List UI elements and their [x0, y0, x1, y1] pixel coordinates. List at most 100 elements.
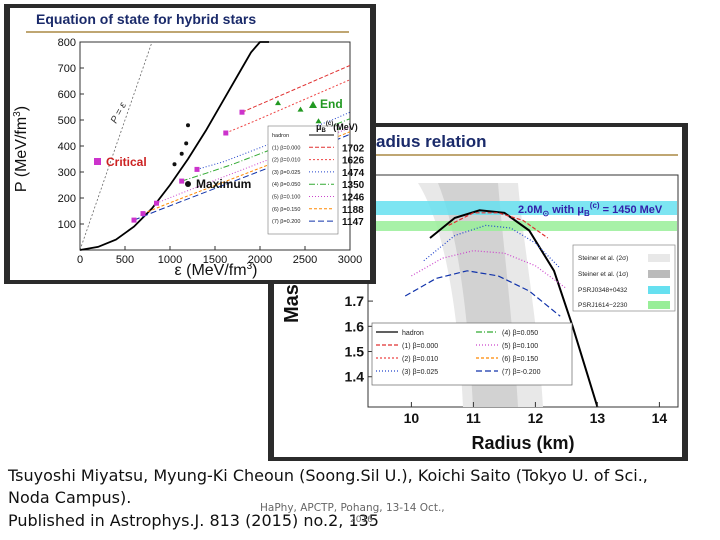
- end-marker-legend: [309, 101, 317, 108]
- mr-legend-label: (7) β=-0.200: [502, 369, 541, 376]
- eos-svg: Equation of state for hybrid stars 0 500 1…: [10, 8, 370, 280]
- maximum-point: [186, 123, 190, 128]
- obs-legend-item-4: PSRJ1614−2230: [578, 302, 628, 309]
- p-equals-eps-line: [79, 41, 153, 251]
- mr-series-2: [423, 224, 561, 269]
- eos-xtick-label: 0: [77, 254, 83, 266]
- maximum-label: Maximum: [196, 177, 251, 191]
- obs-legend-item-1: Steiner et al. (2σ): [578, 255, 628, 262]
- eos-legend-mu-value: 1626: [342, 156, 365, 167]
- critical-point: [154, 200, 159, 206]
- mr-legend-label: hadron: [402, 330, 424, 337]
- eos-legend-label: (5) β=0.100: [272, 195, 300, 201]
- eos-legend-label: (4) β=0.050: [272, 182, 300, 188]
- eos-legend-mu-value: 1246: [342, 193, 365, 204]
- eos-xtick-label: 2500: [293, 254, 317, 266]
- end-label: End: [320, 97, 343, 111]
- critical-point: [239, 109, 245, 115]
- mr-xtick-label: 13: [590, 410, 606, 426]
- eos-legend-label: (6) β=0.150: [272, 207, 300, 213]
- eos-title: Equation of state for hybrid stars: [36, 11, 256, 27]
- maximum-point: [172, 162, 177, 167]
- caption-line-2: Noda Campus).: [8, 488, 132, 507]
- mr-obs-legend: Steiner et al. (2σ) Steiner et al. (1σ) …: [572, 244, 676, 312]
- eos-xtick-label: 1000: [158, 254, 182, 266]
- eos-ytick-label: 200: [58, 193, 76, 205]
- eos-ytick-label: 300: [58, 167, 76, 179]
- psrj0348-band: [369, 201, 677, 215]
- eos-xtick-label: 2000: [248, 254, 272, 266]
- maximum-marker-legend: [185, 181, 191, 187]
- mu-header: μB(c)(MeV): [316, 121, 358, 134]
- mr-ylabel: Mass: [281, 273, 303, 323]
- mr-ticks-group: 10 11 12 13 14 1.4 1.5 1.6 1.7: [345, 293, 668, 426]
- mr-series-4: [404, 270, 561, 317]
- critical-point: [223, 130, 229, 136]
- conference-info: HaPhy, APCTP, Pohang, 13-14 Oct.,: [260, 502, 445, 514]
- mr-ytick-label: 1.6: [345, 318, 365, 334]
- critical-marker-legend: [94, 158, 101, 165]
- eos-series-7: [133, 133, 351, 221]
- eos-series-0: [79, 41, 269, 251]
- eos-xlabel: ε (MeV/fm3): [175, 261, 258, 279]
- end-point: [275, 100, 281, 106]
- eos-ytick-label: 700: [58, 63, 76, 75]
- eos-ytick-label: 600: [58, 89, 76, 101]
- obs-legend-swatch-2: [648, 270, 670, 278]
- mr-legend-label: (4) β=0.050: [502, 330, 538, 337]
- end-point: [315, 118, 322, 124]
- mr-xtick-label: 14: [652, 410, 668, 426]
- critical-point: [131, 217, 137, 223]
- maximum-point: [179, 151, 184, 156]
- mr-legend-label: (3) β=0.025: [402, 369, 438, 376]
- obs-legend-swatch-3: [648, 286, 670, 294]
- caption-line-3: Published in Astrophys.J. 813 (2015) no.…: [8, 511, 379, 530]
- obs-legend-item-3: PSRJ0348+0432: [578, 287, 628, 294]
- mr-series-1: [448, 212, 549, 239]
- eos-legend: hadron (1) β=0.000 (2) β=0.010 (3) β=0.025 (…: [267, 125, 339, 235]
- eos-legend-mu-value: 1147: [342, 217, 364, 228]
- eos-ytick-label: 100: [58, 219, 76, 231]
- obs-legend-swatch-4: [648, 301, 670, 309]
- mr-curves-group: [404, 209, 599, 408]
- caption-line-1: Tsuyoshi Miyatsu, Myung-Ki Cheoun (Soong…: [8, 466, 648, 485]
- eos-legend-label: (3) β=0.025: [272, 170, 300, 176]
- eos-curves-group: [79, 41, 351, 251]
- mr-ytick-label: 1.4: [345, 369, 365, 385]
- mr-legend-label: (2) β=0.010: [402, 356, 438, 363]
- mr-xtick-label: 10: [404, 410, 420, 426]
- critical-point: [194, 166, 200, 172]
- eos-xtick-label: 1500: [203, 254, 227, 266]
- mr-xtick-label: 11: [466, 410, 481, 426]
- mr-legend-label: (5) β=0.100: [502, 343, 538, 350]
- mass-radius-figure: adius relation 2.0M⊙ with μB(c) = 1450 M…: [268, 123, 688, 461]
- mr-series-3: [411, 250, 567, 289]
- eos-series-1: [241, 64, 351, 113]
- eos-legend-mu-value: 1474: [342, 168, 365, 179]
- eos-ytick-label: 400: [58, 141, 76, 153]
- critical-label: Critical: [106, 155, 147, 169]
- mr-legend-label: (6) β=0.150: [502, 356, 538, 363]
- mass-radius-svg: adius relation 2.0M⊙ with μB(c) = 1450 M…: [274, 127, 682, 457]
- conference-year: 2016: [350, 515, 373, 525]
- mr-band-annotation: 2.0M⊙ with μB(c) = 1450 MeV: [518, 201, 663, 218]
- eos-figure: Equation of state for hybrid stars 0 500 1…: [4, 4, 376, 284]
- eos-ytick-label: 500: [58, 115, 76, 127]
- eos-ytick-label: 800: [58, 37, 76, 49]
- eos-legend-box: [267, 125, 339, 235]
- eos-legend-mu-value: 1188: [342, 205, 364, 216]
- eos-legend-mu-value: 1702: [342, 143, 365, 154]
- eos-legend-label: hadron: [272, 133, 289, 139]
- mr-ytick-label: 1.5: [345, 344, 365, 360]
- eos-xtick-label: 3000: [338, 254, 362, 266]
- critical-point: [179, 178, 185, 184]
- eos-ticks-group: 0 500 1000 1500 2000 2500 3000 100 200 300 400 500 6…: [58, 37, 363, 266]
- eos-legend-mu-value: 1350: [342, 180, 365, 191]
- obs-legend-item-2: Steiner et al. (1σ): [578, 271, 628, 278]
- eos-legend-label: (7) β=0.200: [272, 219, 300, 225]
- eos-series-5: [156, 127, 351, 204]
- model-legend-box: [371, 322, 573, 386]
- eos-series-6: [142, 131, 351, 215]
- eos-xtick-label: 500: [116, 254, 134, 266]
